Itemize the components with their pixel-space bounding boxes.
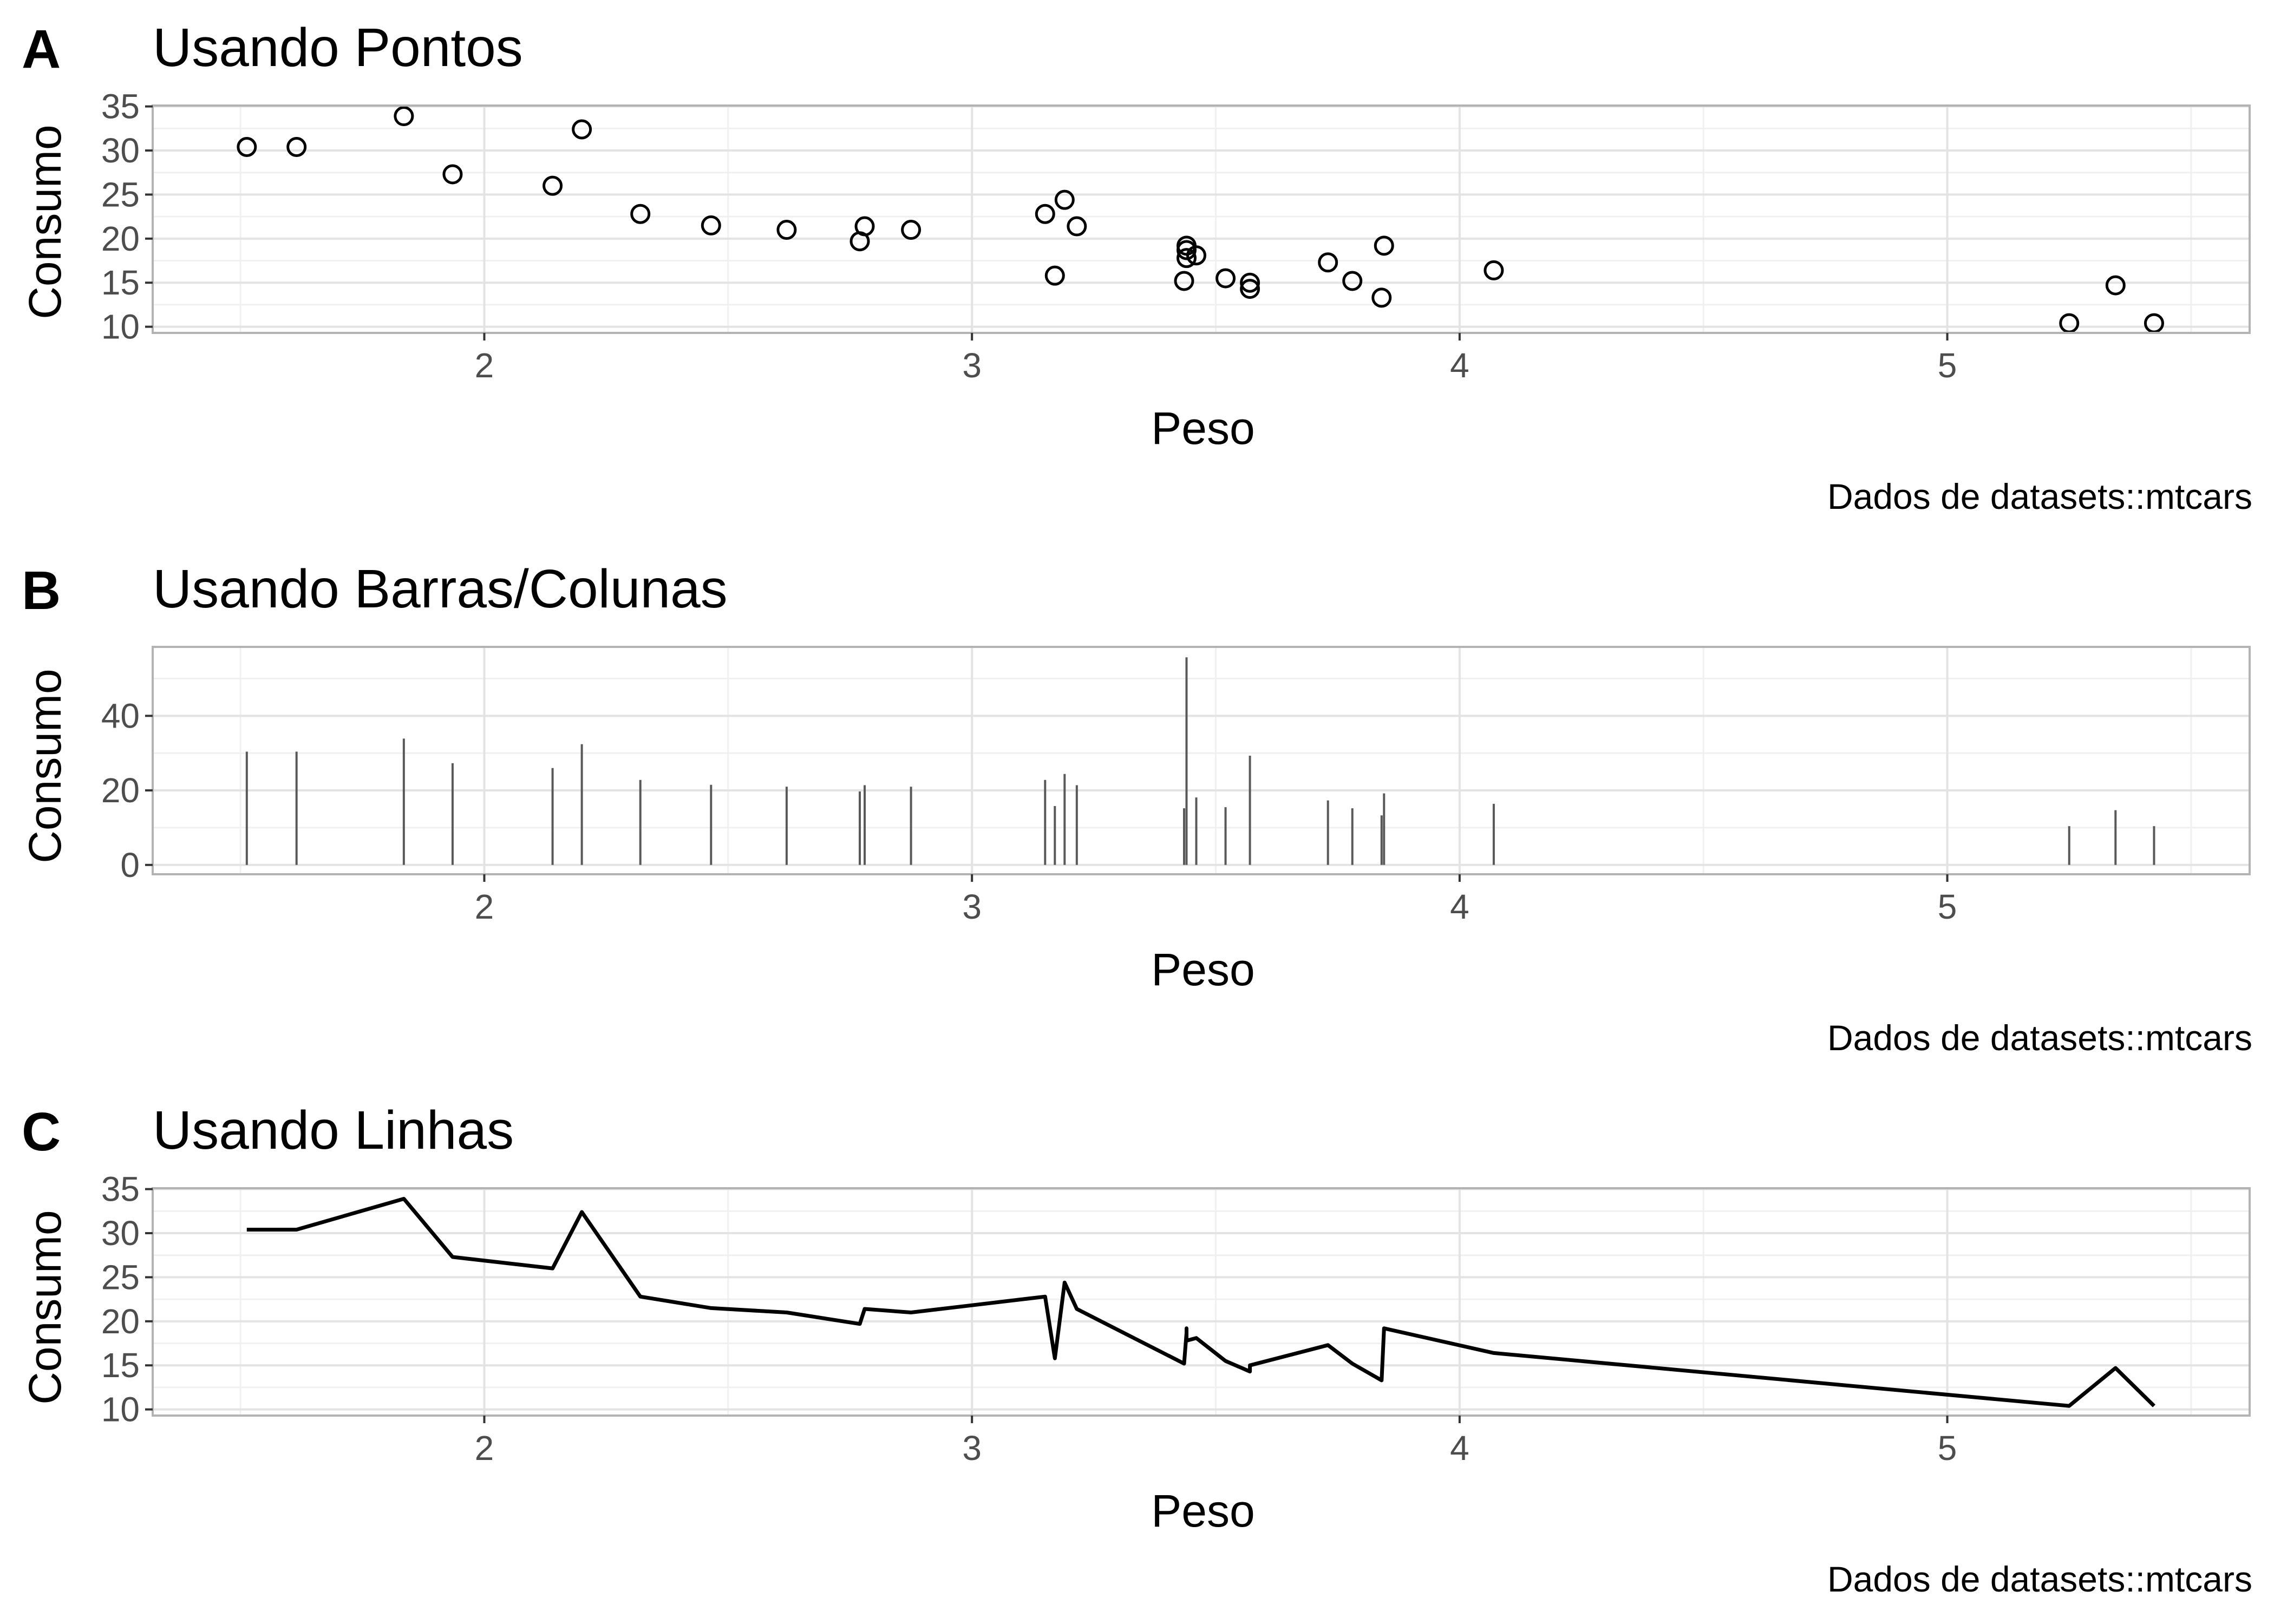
y-tick-label: 0 bbox=[120, 846, 140, 885]
data-point bbox=[2105, 275, 2126, 296]
x-axis-label: Peso bbox=[1151, 403, 1254, 454]
data-point bbox=[1067, 216, 1087, 237]
caption: Dados de datasets::mtcars bbox=[1827, 1559, 2252, 1599]
y-tick-label: 20 bbox=[101, 1302, 140, 1341]
x-tick-label: 4 bbox=[1450, 887, 1469, 926]
panel-tag: B bbox=[22, 560, 61, 621]
data-point bbox=[1216, 268, 1236, 289]
data-point bbox=[572, 119, 592, 140]
panel-c: C Usando Linhas 2 3 4 5 10 15 20 25 30 35 Peso Co… bbox=[19, 1100, 2252, 1599]
panel-border bbox=[152, 1187, 2251, 1417]
data-point bbox=[2144, 313, 2164, 333]
data-point bbox=[901, 220, 922, 240]
y-tick-label: 20 bbox=[101, 771, 140, 810]
x-tick-label: 3 bbox=[962, 346, 982, 385]
panel-title: Usando Linhas bbox=[153, 1100, 514, 1161]
y-tick-label: 30 bbox=[101, 1214, 140, 1253]
plot-area-a: 2 3 4 5 10 15 20 25 30 35 bbox=[101, 87, 2251, 385]
data-point bbox=[1174, 271, 1194, 291]
data-point bbox=[237, 137, 257, 158]
y-tick-label: 25 bbox=[101, 175, 140, 214]
y-tick-label: 10 bbox=[101, 307, 140, 346]
data-point bbox=[1342, 271, 1363, 291]
caption: Dados de datasets::mtcars bbox=[1827, 1018, 2252, 1058]
data-point bbox=[1371, 287, 1392, 308]
x-tick-label: 2 bbox=[475, 1429, 494, 1468]
y-tick-label: 20 bbox=[101, 219, 140, 258]
data-point bbox=[1484, 260, 1504, 280]
data-point bbox=[1240, 279, 1260, 299]
y-tick-label: 10 bbox=[101, 1390, 140, 1429]
x-tick-label: 2 bbox=[475, 887, 494, 926]
panel-border bbox=[152, 646, 2251, 875]
data-point bbox=[394, 106, 414, 127]
data-point bbox=[854, 216, 875, 237]
x-tick-label: 5 bbox=[1938, 887, 1957, 926]
panel-title: Usando Barras/Colunas bbox=[153, 559, 728, 619]
x-tick-label: 3 bbox=[962, 1429, 982, 1468]
data-point bbox=[286, 137, 307, 158]
x-axis-label: Peso bbox=[1151, 1485, 1254, 1536]
data-point bbox=[1318, 252, 1338, 273]
panel-tag: A bbox=[22, 19, 61, 80]
panel-border bbox=[152, 104, 2251, 334]
y-tick-label: 40 bbox=[101, 696, 140, 735]
caption: Dados de datasets::mtcars bbox=[1827, 476, 2252, 516]
y-tick-label: 35 bbox=[101, 87, 140, 126]
panel-b: B Usando Barras/Colunas 2 3 4 5 0 20 40 Peso C… bbox=[19, 559, 2252, 1058]
data-point bbox=[2059, 313, 2080, 333]
y-tick-label: 30 bbox=[101, 131, 140, 170]
data-point bbox=[1176, 248, 1197, 269]
x-tick-label: 5 bbox=[1938, 1429, 1957, 1468]
data-point bbox=[701, 215, 721, 235]
data-point bbox=[1054, 189, 1075, 210]
x-tick-label: 2 bbox=[475, 346, 494, 385]
panel-a: A Usando Pontos 2 3 4 5 10 15 20 25 30 35 Peso Co… bbox=[19, 17, 2252, 516]
x-tick-label: 5 bbox=[1938, 346, 1957, 385]
panel-title: Usando Pontos bbox=[153, 17, 523, 78]
y-axis-label: Consumo bbox=[19, 1210, 70, 1405]
plot-area-c: 2 3 4 5 10 15 20 25 30 35 bbox=[101, 1170, 2251, 1468]
y-tick-label: 35 bbox=[101, 1170, 140, 1209]
data-point bbox=[1374, 235, 1394, 256]
y-axis-label: Consumo bbox=[19, 125, 70, 319]
y-tick-label: 25 bbox=[101, 1258, 140, 1296]
data-point bbox=[630, 204, 651, 224]
y-tick-label: 15 bbox=[101, 263, 140, 302]
x-tick-label: 4 bbox=[1450, 346, 1469, 385]
data-point bbox=[776, 220, 797, 240]
y-axis-label: Consumo bbox=[19, 669, 70, 863]
data-point bbox=[442, 164, 463, 185]
panel-tag: C bbox=[22, 1102, 61, 1162]
plot-area-b: 2 3 4 5 0 20 40 bbox=[101, 646, 2251, 926]
data-point bbox=[1186, 245, 1206, 266]
series-line bbox=[246, 1197, 2155, 1408]
data-point bbox=[1044, 265, 1065, 286]
x-tick-label: 4 bbox=[1450, 1429, 1469, 1468]
y-tick-label: 15 bbox=[101, 1346, 140, 1385]
data-point bbox=[1240, 272, 1260, 293]
x-axis-label: Peso bbox=[1151, 944, 1254, 995]
x-tick-label: 3 bbox=[962, 887, 982, 926]
data-point bbox=[1035, 204, 1055, 224]
data-point bbox=[543, 175, 563, 196]
